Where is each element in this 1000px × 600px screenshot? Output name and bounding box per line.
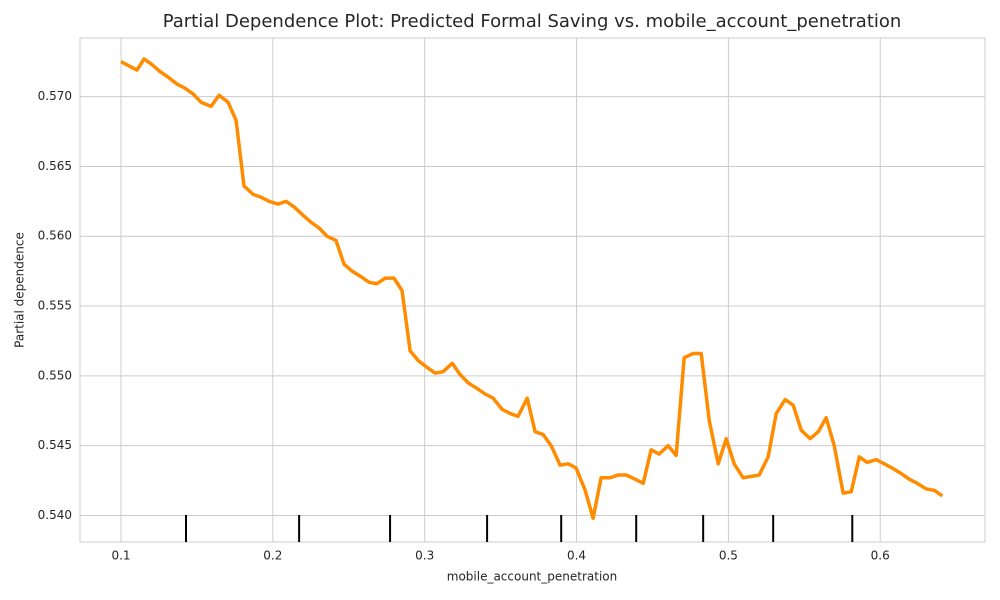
y-tick-label: 0.555: [38, 299, 72, 313]
y-tick-label: 0.545: [38, 438, 72, 452]
y-tick-label: 0.570: [38, 89, 72, 103]
y-tick-label: 0.565: [38, 159, 72, 173]
chart-title: Partial Dependence Plot: Predicted Forma…: [163, 11, 902, 32]
x-tick-label: 0.6: [871, 549, 890, 563]
y-tick-label: 0.560: [38, 229, 72, 243]
plot-frame: [79, 37, 986, 543]
x-axis-label: mobile_account_penetration: [447, 570, 617, 584]
y-axis-label: Partial dependence: [13, 232, 27, 348]
x-tick-label: 0.2: [263, 549, 282, 563]
x-tick-label: 0.5: [719, 549, 738, 563]
x-tick-label: 0.3: [415, 549, 434, 563]
x-tick-label: 0.4: [567, 549, 586, 563]
y-tick-label: 0.550: [38, 368, 72, 382]
y-tick-label: 0.540: [38, 508, 72, 522]
line: [120, 57, 944, 521]
x-tick-label: 0.1: [111, 549, 130, 563]
